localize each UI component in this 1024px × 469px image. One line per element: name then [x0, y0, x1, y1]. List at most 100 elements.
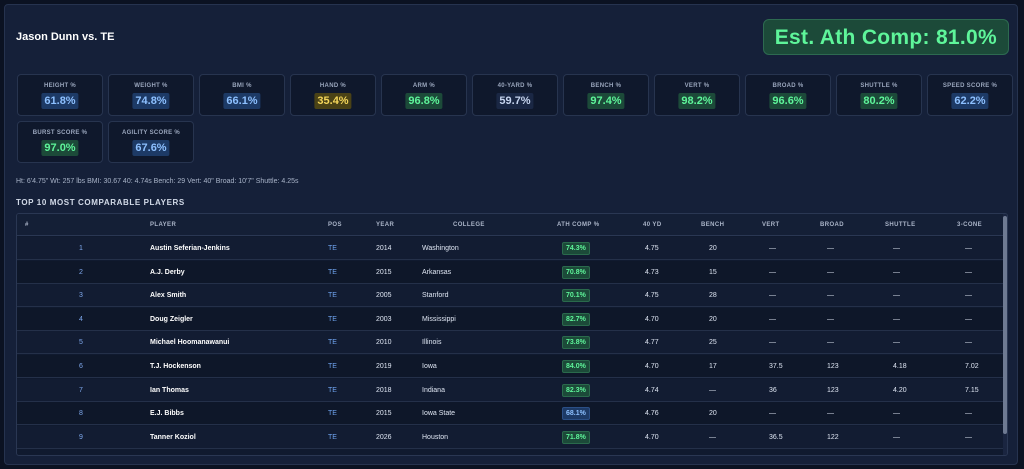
table-row[interactable]: 9 Tanner Koziol TE 2026 Houston 71.8% 4.70 — 36.…: [17, 425, 1005, 449]
table-row[interactable]: 3 Alex Smith TE 2005 Stanford 70.1% 4.75 28 — — — —: [17, 284, 1005, 308]
row-rank: 5: [79, 339, 83, 347]
table-row[interactable]: 4 Doug Zeigler TE 2003 Mississippi 82.7% 4.70 2…: [17, 307, 1005, 331]
column-header[interactable]: BROAD: [820, 222, 844, 228]
draft-year: 2014: [376, 245, 392, 252]
forty-yard: 4.70: [645, 315, 659, 323]
vert: —: [769, 339, 776, 347]
table-row[interactable]: 1 Austin Seferian-Jenkins TE 2014 Washington…: [17, 237, 1005, 260]
player-position: TE: [328, 245, 337, 252]
player-name[interactable]: T.J. Hockenson: [150, 363, 201, 370]
vert: —: [769, 315, 776, 323]
player-name[interactable]: E.J. Bibbs: [150, 410, 184, 418]
three-cone: —: [965, 433, 972, 441]
column-header[interactable]: BENCH: [701, 222, 725, 228]
column-header[interactable]: 3-CONE: [957, 222, 983, 228]
draft-year: 2019: [376, 363, 392, 370]
metric-label: BMI %: [232, 83, 252, 89]
column-header[interactable]: YEAR: [376, 222, 395, 228]
player-position: TE: [328, 268, 337, 276]
metric-label: SHUTTLE %: [860, 83, 898, 89]
table-row[interactable]: 8 E.J. Bibbs TE 2015 Iowa State 68.1% 4.76 20 — —…: [17, 402, 1005, 426]
metric-value: 96.8%: [405, 93, 443, 109]
forty-yard: 4.70: [645, 433, 659, 441]
ath-comp-value: 68.1%: [562, 407, 590, 421]
bench: 20: [709, 315, 717, 323]
three-cone: —: [965, 339, 972, 347]
table-scrollbar[interactable]: [1003, 214, 1007, 455]
three-cone: —: [965, 245, 972, 252]
column-header[interactable]: 40 YD: [643, 222, 662, 228]
row-rank: 9: [79, 433, 83, 441]
comparables-table: # PLAYER POS YEAR COLLEGE ATH COMP % 40 YD BENC…: [16, 213, 1008, 456]
table-row[interactable]: 6 T.J. Hockenson TE 2019 Iowa 84.0% 4.70 17 37.5…: [17, 355, 1005, 378]
draft-year: 2015: [376, 268, 392, 276]
row-rank: 8: [79, 410, 83, 418]
shuttle: —: [893, 315, 900, 323]
column-header[interactable]: VERT: [762, 222, 780, 228]
ath-comp-value: 84.0%: [562, 360, 590, 373]
vert: —: [769, 410, 776, 418]
column-header[interactable]: #: [25, 222, 29, 228]
three-cone: —: [965, 315, 972, 323]
shuttle: —: [893, 292, 900, 300]
column-header[interactable]: COLLEGE: [453, 222, 485, 228]
shuttle: 4.18: [893, 363, 907, 370]
forty-yard: 4.76: [645, 410, 659, 418]
player-comparison-panel: Jason Dunn vs. TE Est. Ath Comp: 81.0% H…: [4, 4, 1018, 465]
metric-card: SHUTTLE % 80.2%: [836, 74, 922, 116]
table-row[interactable]: 5 Michael Hoomanawanui TE 2010 Illinois 73.8%…: [17, 331, 1005, 355]
metric-label: HEIGHT %: [43, 83, 77, 89]
player-name[interactable]: Michael Hoomanawanui: [150, 339, 230, 347]
player-name[interactable]: Austin Seferian-Jenkins: [150, 245, 230, 252]
bench: 28: [709, 292, 717, 300]
bench: 20: [709, 245, 717, 252]
ath-comp-value: 71.8%: [562, 430, 590, 444]
metric-value: 62.2%: [951, 93, 989, 109]
metric-label: WEIGHT %: [134, 83, 168, 89]
metric-card: BROAD % 96.6%: [745, 74, 831, 116]
ath-comp-value: 73.8%: [562, 336, 590, 350]
shuttle: 4.20: [893, 386, 907, 394]
player-name[interactable]: Ian Thomas: [150, 386, 189, 394]
player-name[interactable]: Alex Smith: [150, 292, 187, 300]
column-header[interactable]: SHUTTLE: [885, 222, 916, 228]
table-row[interactable]: 2 A.J. Derby TE 2015 Arkansas 70.8% 4.73 15 — — — —: [17, 260, 1005, 284]
metric-card: SPEED SCORE % 62.2%: [927, 74, 1013, 116]
broad: —: [827, 410, 834, 418]
scroll-thumb[interactable]: [1003, 216, 1007, 434]
broad: —: [827, 268, 834, 276]
metric-value: 66.1%: [223, 93, 261, 109]
column-header[interactable]: PLAYER: [150, 222, 177, 228]
ath-comp-value: 82.3%: [562, 383, 590, 397]
column-header[interactable]: ATH COMP %: [557, 222, 600, 228]
vert: —: [769, 245, 776, 252]
section-title: TOP 10 MOST COMPARABLE PLAYERS: [16, 198, 185, 207]
metric-card: BURST SCORE % 97.0%: [17, 121, 103, 163]
metric-value: 97.4%: [587, 93, 625, 109]
player-name[interactable]: A.J. Derby: [150, 268, 185, 276]
row-rank: 3: [79, 292, 83, 300]
player-position: TE: [328, 433, 337, 441]
player-name[interactable]: Doug Zeigler: [150, 315, 193, 323]
est-ath-comp-badge: Est. Ath Comp: 81.0%: [762, 19, 1009, 55]
table-row[interactable]: 7 Ian Thomas TE 2018 Indiana 82.3% 4.74 — 36 123 4…: [17, 378, 1005, 402]
broad: —: [827, 315, 834, 323]
table-header: # PLAYER POS YEAR COLLEGE ATH COMP % 40 YD BENC…: [17, 214, 1005, 236]
college: Illinois: [422, 339, 442, 347]
metric-value: 74.8%: [132, 93, 170, 109]
shuttle: —: [893, 245, 900, 252]
draft-year: 2015: [376, 410, 392, 418]
bench: 15: [709, 268, 717, 276]
broad: —: [827, 292, 834, 300]
bench: 17: [709, 363, 717, 370]
draft-year: 2005: [376, 292, 392, 300]
metric-label: BROAD %: [772, 83, 804, 89]
vert: 37.5: [769, 363, 783, 370]
player-position: TE: [328, 363, 337, 370]
ath-comp-value: 70.8%: [562, 265, 590, 279]
player-name[interactable]: Tanner Koziol: [150, 433, 196, 441]
college: Indiana: [422, 386, 445, 394]
vert: 36.5: [769, 433, 783, 441]
column-header[interactable]: POS: [328, 222, 342, 228]
metric-label: BENCH %: [590, 83, 622, 89]
